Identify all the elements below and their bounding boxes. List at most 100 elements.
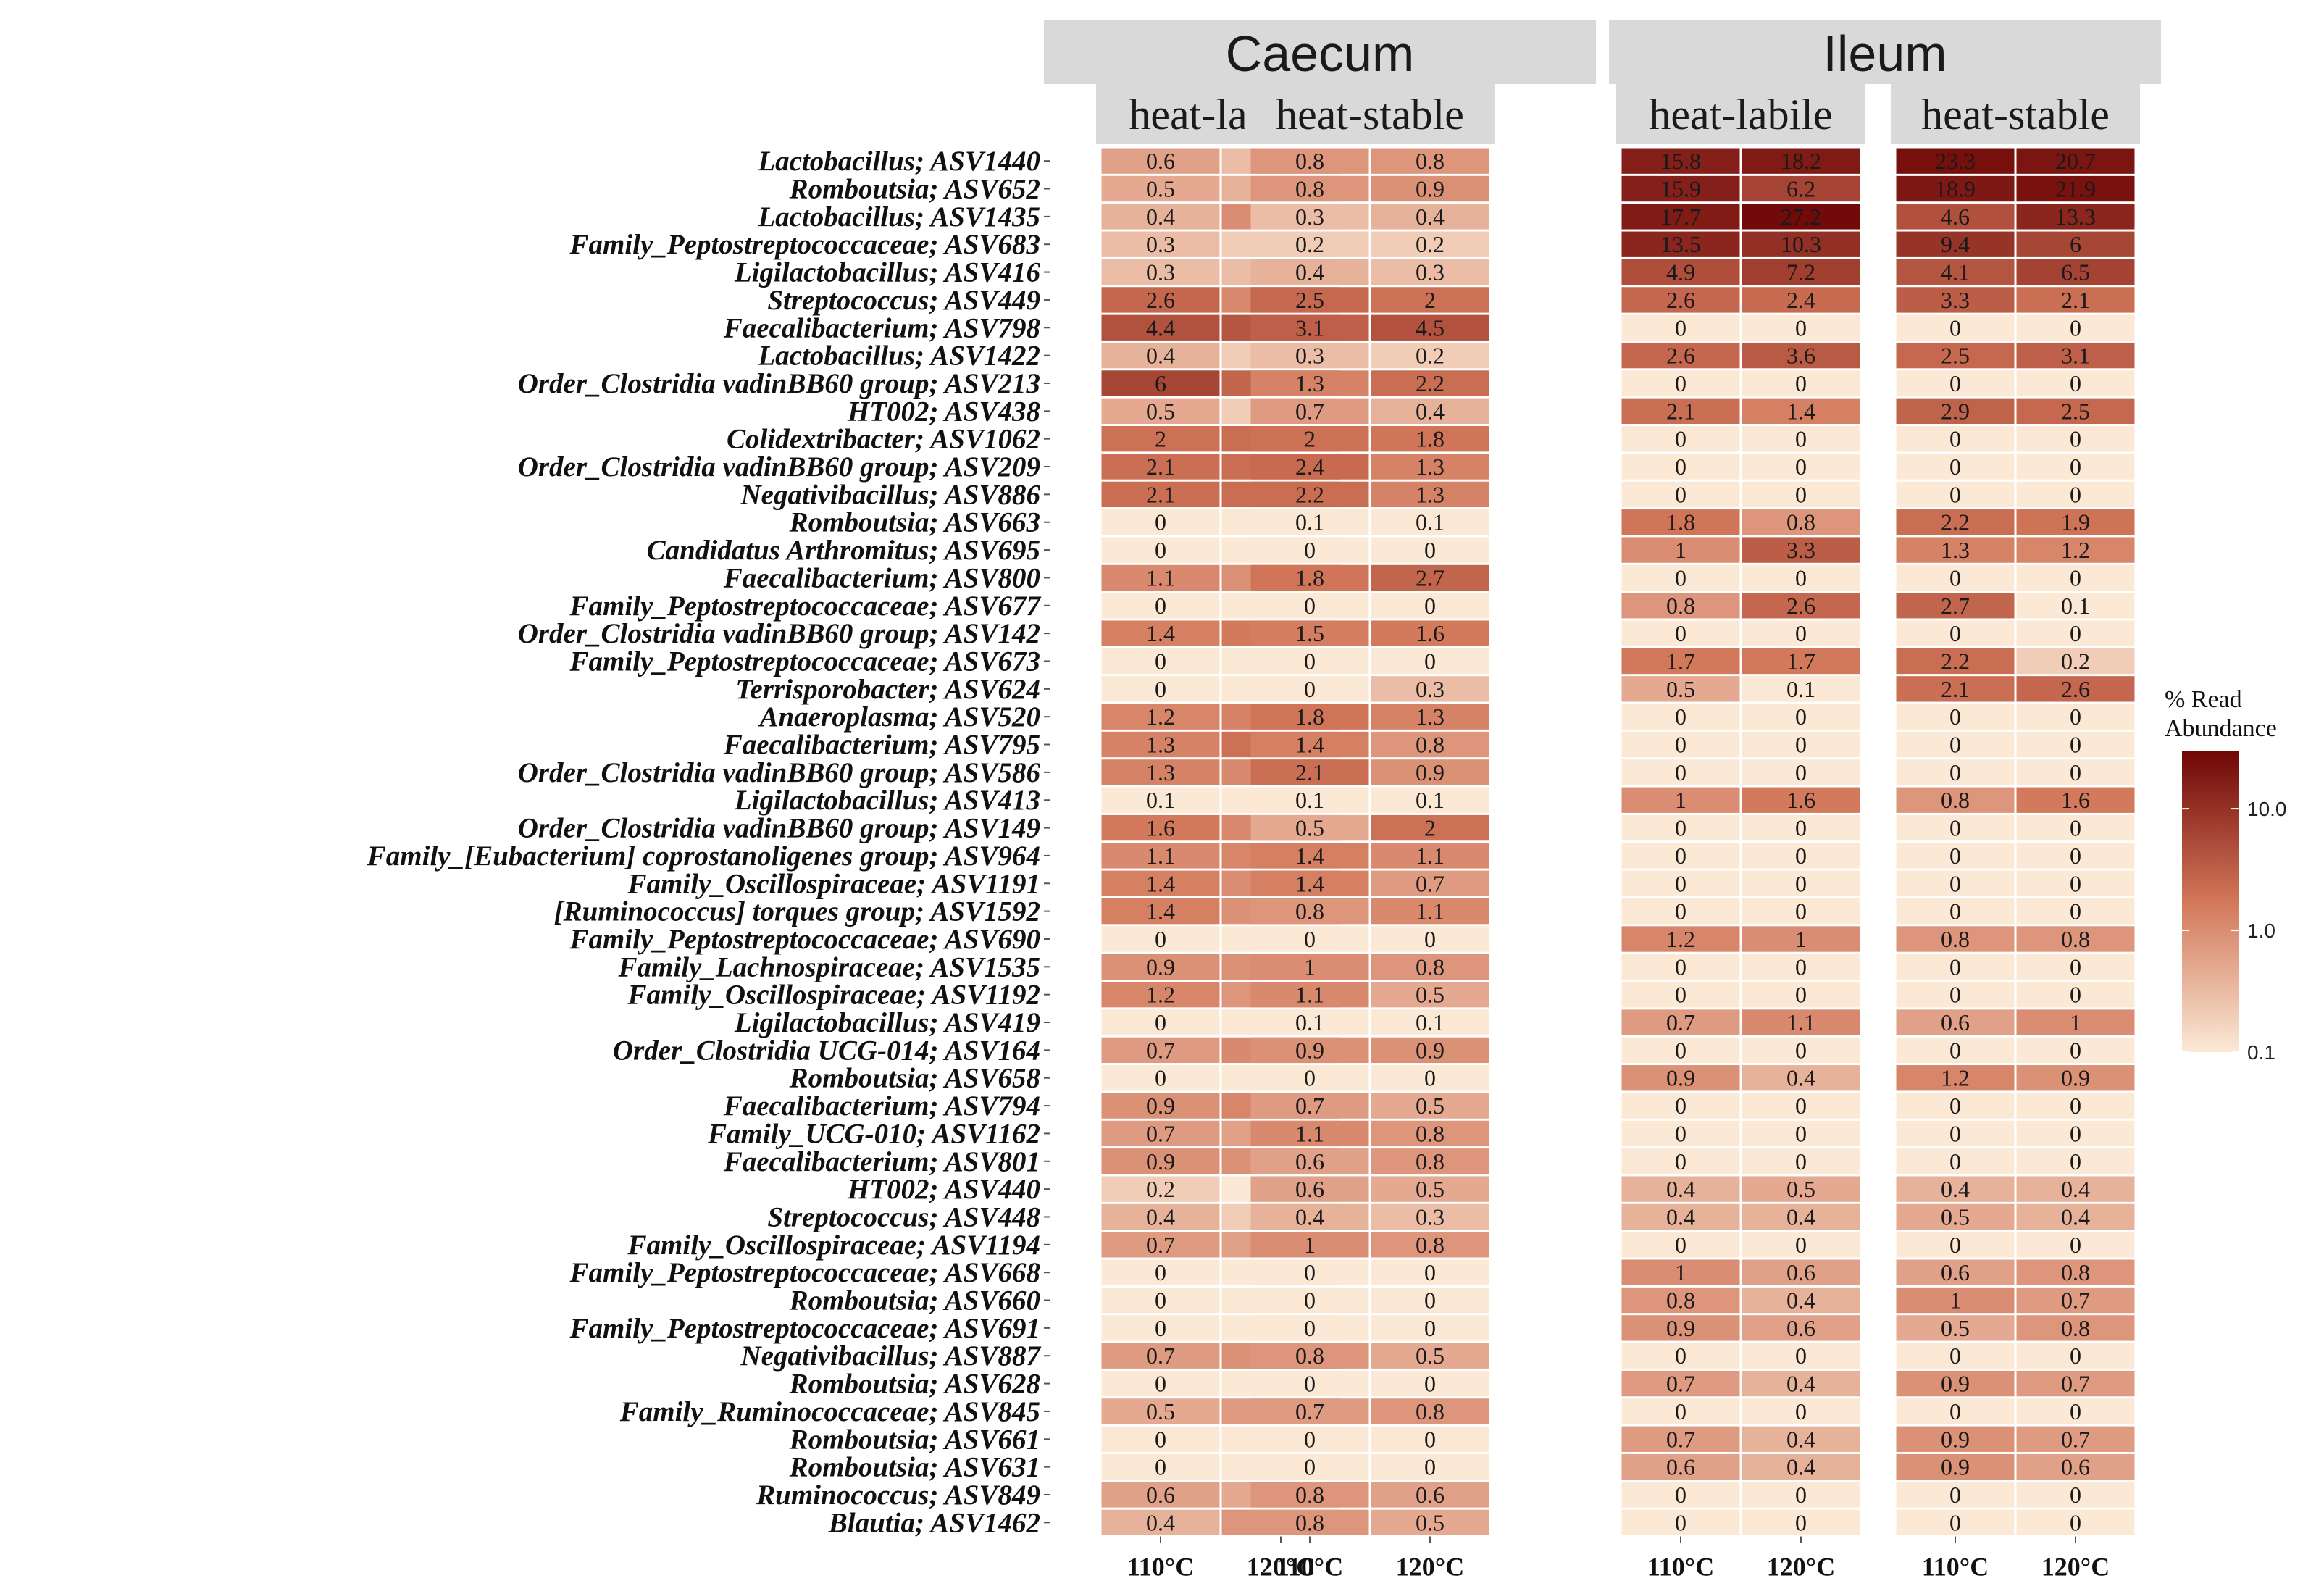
cell-value-label: 0: [1795, 314, 1807, 341]
cell-value-label: 0: [1304, 1454, 1316, 1480]
heatmap-cell: [1250, 1009, 1369, 1035]
row-label: HT002; ASV438: [847, 396, 1040, 427]
cell-value-label: 0: [1155, 926, 1166, 952]
cell-value-label: 0.7: [1416, 870, 1445, 896]
cell-value-label: 0: [1949, 1093, 1961, 1119]
heatmap-cell: [1742, 509, 1860, 535]
cell-value-label: 1.4: [1295, 870, 1324, 896]
cell-value-label: 0.5: [1416, 982, 1445, 1008]
cell-value-label: 0: [1949, 481, 1961, 507]
cell-value-label: 1.1: [1416, 843, 1445, 869]
legend-title-line1: % Read: [2165, 686, 2242, 713]
x-tick-label: 110°C: [1647, 1553, 1714, 1582]
cell-value-label: 0: [2070, 815, 2081, 841]
cell-value-label: 0: [1424, 1065, 1436, 1091]
cell-value-label: 0: [1675, 620, 1686, 646]
cell-value-label: 27.2: [1781, 204, 1821, 230]
heatmap-cell: [1371, 1370, 1489, 1397]
cell-value-label: 1.7: [1786, 648, 1815, 674]
row-label: Romboutsia; ASV631: [789, 1452, 1040, 1483]
cell-value-label: 0.8: [1416, 1148, 1445, 1174]
heatmap-cell: [1742, 787, 1860, 813]
cell-value-label: 1.3: [1416, 481, 1445, 507]
cell-value-label: 0: [1949, 564, 1961, 591]
row-label: Ligilactobacillus; ASV413: [734, 785, 1040, 816]
cell-value-label: 0.8: [1941, 787, 1970, 813]
cell-value-label: 0.5: [1416, 1093, 1445, 1119]
heatmap-cell: [1101, 1453, 1220, 1480]
heatmap-cell: [1371, 1315, 1489, 1341]
legend-tick-label: 0.1: [2247, 1041, 2275, 1064]
heatmap-cell: [1250, 898, 1369, 925]
cell-value-label: 2.6: [1666, 287, 1695, 313]
cell-value-label: 0: [1795, 426, 1807, 452]
row-label: Lactobacillus; ASV1440: [757, 146, 1040, 177]
heatmap-cell: [1250, 1398, 1369, 1424]
cell-value-label: 7.2: [1786, 259, 1815, 285]
cell-value-label: 4.4: [1146, 314, 1175, 341]
heatmap-cell: [1621, 1203, 1740, 1230]
cell-value-label: 0: [1949, 426, 1961, 452]
heatmap-cell: [1101, 454, 1220, 480]
cell-value-label: 0.9: [1941, 1454, 1970, 1480]
heatmap-cell: [1250, 704, 1369, 730]
cell-value-label: 0: [1675, 370, 1686, 396]
cell-value-label: 0.4: [1786, 1288, 1815, 1314]
heatmap-cell: [1371, 1398, 1489, 1424]
heatmap-cell: [1250, 1176, 1369, 1202]
heatmap-cell: [1101, 898, 1220, 925]
cell-value-label: 0: [1795, 1232, 1807, 1258]
strip-site-ileum: [1609, 20, 2161, 84]
cell-value-label: 2.6: [1146, 287, 1175, 313]
heatmap-cell: [1371, 843, 1489, 869]
heatmap-cell: [1371, 1287, 1489, 1314]
heatmap-cell: [1896, 926, 2015, 952]
cell-value-label: 0: [1949, 1509, 1961, 1535]
cell-value-label: 0: [1949, 1398, 1961, 1424]
cell-value-label: 0: [1795, 704, 1807, 730]
cell-value-label: 0: [1675, 759, 1686, 785]
cell-value-label: 0: [1155, 676, 1166, 702]
row-label: Ruminococcus; ASV849: [756, 1480, 1040, 1511]
heatmap-cell: [1621, 287, 1740, 313]
cell-value-label: 0.3: [1146, 231, 1175, 257]
cell-value-label: 2.1: [1941, 676, 1970, 702]
heatmap-cell: [1250, 787, 1369, 813]
cell-value-label: 0: [1155, 648, 1166, 674]
heatmap-cell: [1101, 620, 1220, 646]
row-label: Romboutsia; ASV628: [789, 1369, 1040, 1400]
cell-value-label: 0: [1949, 454, 1961, 480]
cell-value-label: 0.9: [1146, 1148, 1175, 1174]
heatmap-cell: [2016, 342, 2135, 369]
heatmap-cell: [1250, 1120, 1369, 1147]
cell-value-label: 0.6: [1146, 148, 1175, 174]
cell-value-label: 0: [1795, 843, 1807, 869]
cell-value-label: 0: [1949, 732, 1961, 758]
heatmap-cell: [1621, 231, 1740, 257]
cell-value-label: 0.4: [1146, 204, 1175, 230]
heatmap-cell: [2016, 759, 2135, 785]
heatmap-cell: [1742, 870, 1860, 896]
heatmap-cell: [1250, 426, 1369, 452]
heatmap-cell: [1621, 1343, 1740, 1369]
heatmap-cell: [1896, 982, 2015, 1008]
cell-value-label: 0.4: [1786, 1065, 1815, 1091]
heatmap-cell: [1101, 1203, 1220, 1230]
x-tick-label: 110°C: [1922, 1553, 1989, 1582]
heatmap-cell: [1250, 259, 1369, 285]
cell-value-label: 0.8: [1295, 1482, 1324, 1508]
heatmap-cell: [1371, 148, 1489, 174]
heatmap-cell: [1742, 370, 1860, 396]
cell-value-label: 0.8: [1416, 732, 1445, 758]
cell-value-label: 0: [1795, 564, 1807, 591]
cell-value-label: 0: [1795, 1482, 1807, 1508]
heatmap-cell: [2016, 898, 2135, 925]
cell-value-label: 2.6: [1786, 593, 1815, 619]
heatmap-cell: [1371, 870, 1489, 896]
heatmap-cell: [1621, 1259, 1740, 1285]
row-label: Family_Lachnospiraceae; ASV1535: [618, 951, 1040, 982]
cell-value-label: 2.1: [1146, 454, 1175, 480]
heatmap-cell: [1250, 1065, 1369, 1091]
row-label: HT002; ASV440: [847, 1174, 1040, 1205]
heatmap-cell: [1101, 648, 1220, 675]
